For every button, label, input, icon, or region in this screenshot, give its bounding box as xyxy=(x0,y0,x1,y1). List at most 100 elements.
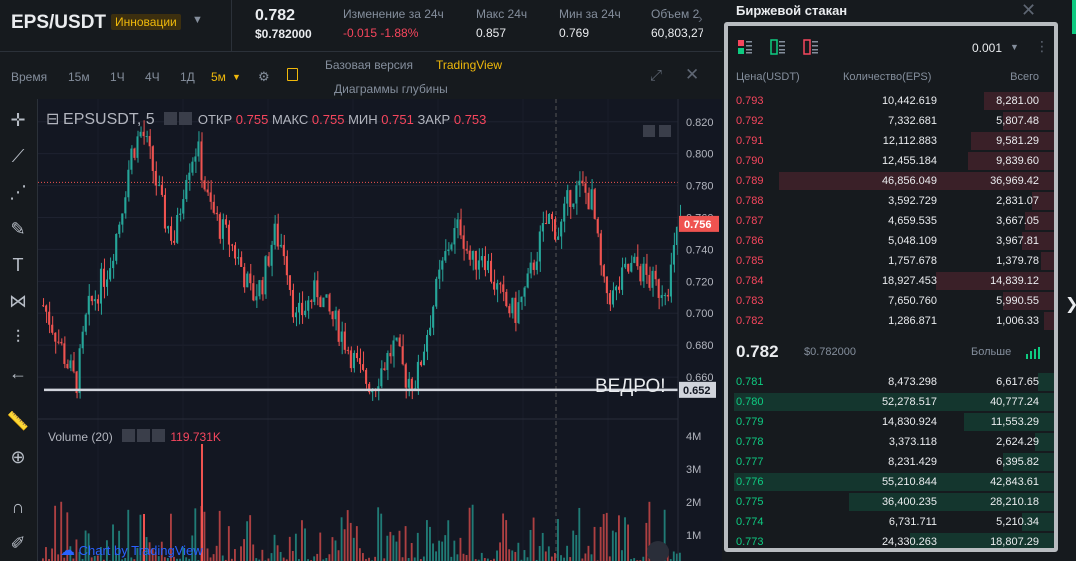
signal-bars-icon[interactable] xyxy=(1026,347,1040,359)
settings-icon[interactable] xyxy=(164,112,178,125)
bids-view-icon[interactable] xyxy=(770,39,786,55)
price-chart[interactable]: 0.8200.8000.7800.7600.7400.7200.7000.680… xyxy=(38,99,722,561)
tradingview-logo[interactable]: ☁ Chart by TradingView xyxy=(60,541,203,559)
bid-row[interactable]: 0.777 8,231.429 6,395.82 xyxy=(728,452,1054,472)
pair-title[interactable]: EPS/USDT xyxy=(11,12,107,33)
collapse-icon[interactable]: ⊟ xyxy=(46,111,60,128)
ask-row[interactable]: 0.792 7,332.681 5,807.48 xyxy=(728,111,1054,131)
arrow-left-icon[interactable]: ← xyxy=(9,363,27,383)
ruler-icon[interactable]: 📏 xyxy=(6,411,30,431)
candle-body xyxy=(389,352,392,357)
trendline-icon[interactable]: ⟋ xyxy=(11,146,25,166)
ask-row[interactable]: 0.787 4,659.535 3,667.05 xyxy=(728,211,1054,231)
fullscreen-icon[interactable]: ⤢ xyxy=(650,67,663,84)
ask-row[interactable]: 0.786 5,048.109 3,967.81 xyxy=(728,231,1054,251)
more-options-icon[interactable]: ⋮ xyxy=(1035,38,1049,54)
chart-annotation[interactable]: ВЕДРО! xyxy=(595,376,666,397)
volume-remove-icon[interactable] xyxy=(152,429,166,442)
lock-drawings-icon[interactable]: ✐ xyxy=(10,533,26,553)
bid-row[interactable]: 0.781 8,473.298 6,617.65 xyxy=(728,372,1054,392)
candle-body xyxy=(648,274,651,288)
volume-hide-icon[interactable] xyxy=(137,429,151,442)
candle-body xyxy=(474,250,477,270)
version-basic-tab[interactable]: Базовая версия xyxy=(325,58,413,72)
volume-bar xyxy=(106,540,108,561)
brush-icon[interactable]: ✎ xyxy=(10,219,26,239)
fib-lines-icon[interactable]: ⋰ xyxy=(9,182,27,202)
ask-row[interactable]: 0.782 1,286.871 1,006.33 xyxy=(728,311,1054,331)
depth-chart-tab[interactable]: Диаграммы глубины xyxy=(334,82,448,96)
pattern-icon[interactable]: ⋈ xyxy=(9,291,27,311)
bid-row[interactable]: 0.778 3,373.118 2,624.29 xyxy=(728,432,1054,452)
interval-5m[interactable]: 5м xyxy=(211,70,226,84)
candle-body xyxy=(611,290,614,305)
volume-bar xyxy=(191,535,194,561)
ask-row[interactable]: 0.789 46,856.049 36,969.42 xyxy=(728,171,1054,191)
ask-row[interactable]: 0.790 12,455.184 9,839.60 xyxy=(728,151,1054,171)
chevron-right-icon[interactable]: ❯ xyxy=(1065,294,1076,314)
both-sides-view-icon[interactable] xyxy=(737,39,753,55)
bid-row[interactable]: 0.779 14,830.924 11,553.29 xyxy=(728,412,1054,432)
ask-row[interactable]: 0.784 18,927.453 14,839.12 xyxy=(728,271,1054,291)
interval-4h[interactable]: 4Ч xyxy=(145,70,160,84)
volume-bar xyxy=(201,444,203,561)
market-header: EPS/USDT Инновации ▼ 0.782 $0.782000 Изм… xyxy=(0,0,722,52)
ask-row[interactable]: 0.785 1,757.678 1,379.78 xyxy=(728,251,1054,271)
volume-bar xyxy=(60,501,63,561)
ask-row[interactable]: 0.793 10,442.619 8,281.00 xyxy=(728,91,1054,111)
step-select[interactable]: 0.001 xyxy=(972,41,1003,55)
chevron-down-icon[interactable]: ▼ xyxy=(232,72,241,82)
version-tradingview-tab[interactable]: TradingView xyxy=(436,58,503,72)
volume-bar xyxy=(218,510,221,561)
asks-view-icon[interactable] xyxy=(803,39,819,55)
bid-row[interactable]: 0.774 6,731.711 5,210.34 xyxy=(728,512,1054,532)
interval-15m[interactable]: 15м xyxy=(68,70,90,84)
bid-row[interactable]: 0.780 52,278.517 40,777.24 xyxy=(728,392,1054,412)
volume-bar xyxy=(368,557,370,561)
ask-row[interactable]: 0.791 12,112.883 9,581.29 xyxy=(728,131,1054,151)
volume-settings-icon[interactable] xyxy=(122,429,136,442)
bid-row[interactable]: 0.776 55,210.844 42,843.61 xyxy=(728,472,1054,492)
close-icon[interactable]: ✕ xyxy=(1021,0,1037,20)
candle-body xyxy=(520,296,523,303)
chevron-down-icon[interactable]: ▼ xyxy=(1010,42,1019,52)
chevron-down-icon[interactable]: ▼ xyxy=(192,14,203,26)
row-qty: 24,330.263 xyxy=(881,536,937,548)
change-value: -0.015 -1.88% xyxy=(343,26,419,40)
ask-row[interactable]: 0.788 3,592.729 2,831.07 xyxy=(728,191,1054,211)
time-label[interactable]: Время xyxy=(11,70,48,84)
ask-row[interactable]: 0.783 7,650.760 5,990.55 xyxy=(728,291,1054,311)
chevron-right-icon[interactable]: › xyxy=(698,10,703,26)
bid-row[interactable]: 0.773 24,330.263 18,807.29 xyxy=(728,532,1054,548)
text-tool-icon[interactable]: T xyxy=(12,255,24,275)
candle-body xyxy=(139,131,142,137)
volume-bar xyxy=(395,541,398,561)
magnet-icon[interactable]: ∩ xyxy=(11,497,25,517)
interval-1d[interactable]: 1Д xyxy=(180,70,195,84)
settings-sliders-icon[interactable]: ⚙ xyxy=(258,69,270,84)
line-price-tag xyxy=(679,381,716,398)
chart-canvas[interactable]: 0.8200.8000.7800.7600.7400.7200.7000.680… xyxy=(38,99,722,561)
crosshair-icon[interactable]: ✛ xyxy=(10,110,26,130)
volume-bar xyxy=(566,545,569,561)
hide-icon[interactable] xyxy=(179,112,193,125)
zoom-in-icon[interactable]: ⊕ xyxy=(10,447,26,467)
close-icon[interactable]: ✕ xyxy=(685,65,700,84)
candle-body xyxy=(163,194,166,229)
notes-icon[interactable] xyxy=(287,68,298,81)
row-qty: 36,400.235 xyxy=(881,496,937,508)
candle-body xyxy=(313,280,316,302)
candle-body xyxy=(651,270,654,288)
projection-icon[interactable]: ⫶ xyxy=(15,327,21,347)
row-qty: 1,757.678 xyxy=(888,255,937,267)
bid-row[interactable]: 0.775 36,400.235 28,210.18 xyxy=(728,492,1054,512)
row-price: 0.782 xyxy=(736,315,764,327)
more-link[interactable]: Больше xyxy=(971,346,1012,358)
volume-bar xyxy=(270,553,273,561)
candle-body xyxy=(602,265,605,277)
candle-body xyxy=(133,148,136,158)
candle-body xyxy=(358,358,361,365)
candle-body xyxy=(301,302,304,316)
interval-1h[interactable]: 1Ч xyxy=(110,70,125,84)
volume-bar xyxy=(648,501,651,561)
